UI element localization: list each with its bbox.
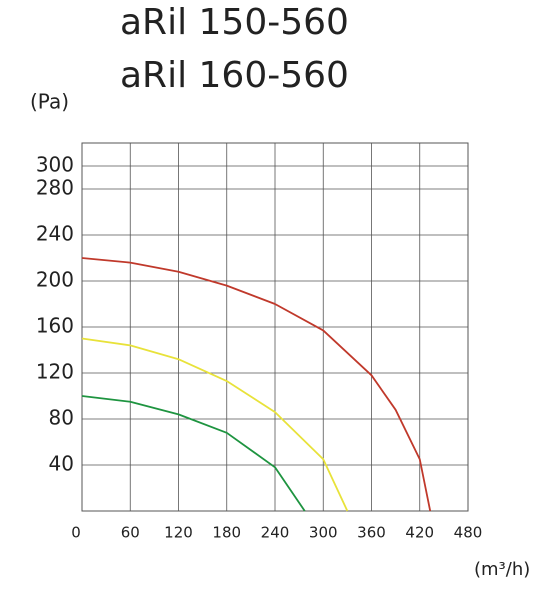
x-tick-label: 360 xyxy=(357,524,386,542)
y-tick-label: 280 xyxy=(36,176,74,200)
x-tick-label: 240 xyxy=(261,524,290,542)
x-tick-label: 480 xyxy=(454,524,483,542)
x-tick-label: 120 xyxy=(164,524,193,542)
curve xyxy=(81,395,306,512)
curve xyxy=(81,337,349,512)
x-tick-label: 420 xyxy=(405,524,434,542)
y-tick-label: 80 xyxy=(49,406,74,430)
y-tick-label: 120 xyxy=(36,360,74,384)
x-tick-label: 180 xyxy=(212,524,241,542)
y-tick-label: 200 xyxy=(36,268,74,292)
x-tick-label: 60 xyxy=(121,524,140,542)
curve xyxy=(81,257,432,512)
y-tick-label: 240 xyxy=(36,222,74,246)
x-tick-label: 300 xyxy=(309,524,338,542)
chart-subtitle: aRil 160-560 xyxy=(120,55,349,96)
y-tick-label: 40 xyxy=(49,452,74,476)
y-tick-label: 160 xyxy=(36,314,74,338)
y-axis-label: (Pa) xyxy=(30,90,69,114)
x-tick-label: 0 xyxy=(71,524,81,542)
x-axis-label: (m³/h) xyxy=(474,559,530,580)
chart-title: aRil 150-560 xyxy=(120,2,349,43)
y-tick-label: 300 xyxy=(36,153,74,177)
